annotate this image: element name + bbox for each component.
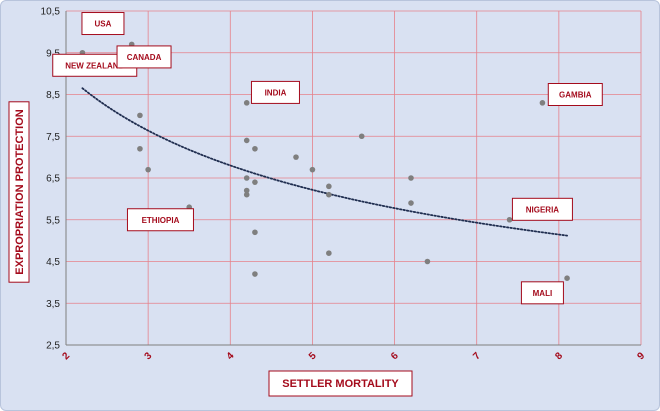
data-point [252,145,258,152]
data-point [252,179,258,185]
trendline [81,87,568,237]
axis-titles: SETTLER MORTALITY EXPROPRIATION PROTECTIO… [8,101,413,397]
x-axis-title: SETTLER MORTALITY [282,378,399,390]
data-point [243,175,250,181]
data-point [326,191,332,198]
annotation-label: INDIA [265,88,287,97]
y-axis-title: EXPROPRIATION PROTECTION [14,109,26,274]
data-point [424,258,431,265]
x-tick-label: 6 [389,350,401,362]
annotation-box: GAMBIA [547,83,603,106]
data-point [252,271,258,277]
x-tick-label: 7 [471,350,483,362]
x-tick-label: 9 [635,350,647,362]
annotation-box: INDIA [250,80,300,104]
y-tick-label: 7,5 [46,132,60,143]
annotation-box: MALI [520,281,564,305]
annotation-frame [81,12,125,36]
annotation-label: GAMBIA [559,91,592,100]
annotation-box: ETHIOPIA [126,208,194,232]
annotation-label: MALI [533,289,553,298]
annotation-label: NEW ZEALAND [65,61,124,70]
data-point [145,166,151,173]
data-point [243,137,250,144]
annotation-box: NIGERIA [511,197,573,221]
y-tick-label: 2,5 [46,341,60,352]
x-axis-title-box: SETTLER MORTALITY [268,370,413,397]
data-point [137,112,143,119]
y-tick-label: 3,5 [46,299,60,310]
annotation-label: NIGERIA [526,205,560,214]
annotation-frame [250,80,300,104]
y-tick-label: 8,5 [46,90,60,101]
data-point [252,229,258,236]
x-tick-label: 5 [307,350,319,362]
y-axis-title-frame [8,101,30,283]
annotation-label: CANADA [127,53,162,62]
x-tick-label: 4 [225,350,237,362]
y-axis-title-box: EXPROPRIATION PROTECTION [8,101,30,283]
annotation-label: USA [95,20,112,29]
data-point [539,100,546,106]
x-tick-label: 3 [143,350,155,362]
y-tick-label: 6,5 [46,174,60,185]
annotation-frame [126,208,194,232]
data-point [293,154,299,160]
data-point [326,183,332,190]
data-point [243,100,250,106]
data-point [137,145,143,152]
data-point [358,133,365,140]
data-point [564,275,570,282]
annotation-label: ETHIOPIA [142,216,180,225]
y-tick-label: 5,5 [46,215,60,226]
x-axis-title-frame [268,370,413,397]
trendline-layer [81,87,568,237]
data-point [408,175,414,181]
data-point [408,200,414,206]
data-point [506,216,513,223]
x-tick-label: 8 [553,350,565,362]
annotation-frame [547,83,603,106]
y-tick-label: 10,5 [41,7,61,18]
y-tick-label: 9,5 [46,48,60,59]
data-point [243,191,250,198]
x-tick-label: 2 [60,350,72,362]
annotation-frame [116,45,172,69]
data-point [243,187,250,194]
data-point [326,250,332,256]
annotation-frame [520,281,564,305]
data-point [309,166,316,173]
annotation-box: CANADA [116,45,172,69]
y-tick-label: 4,5 [46,257,60,268]
annotation-box: USA [81,12,125,36]
annotation-box: NEW ZEALAND [52,53,138,77]
annotation-frame [511,197,573,221]
